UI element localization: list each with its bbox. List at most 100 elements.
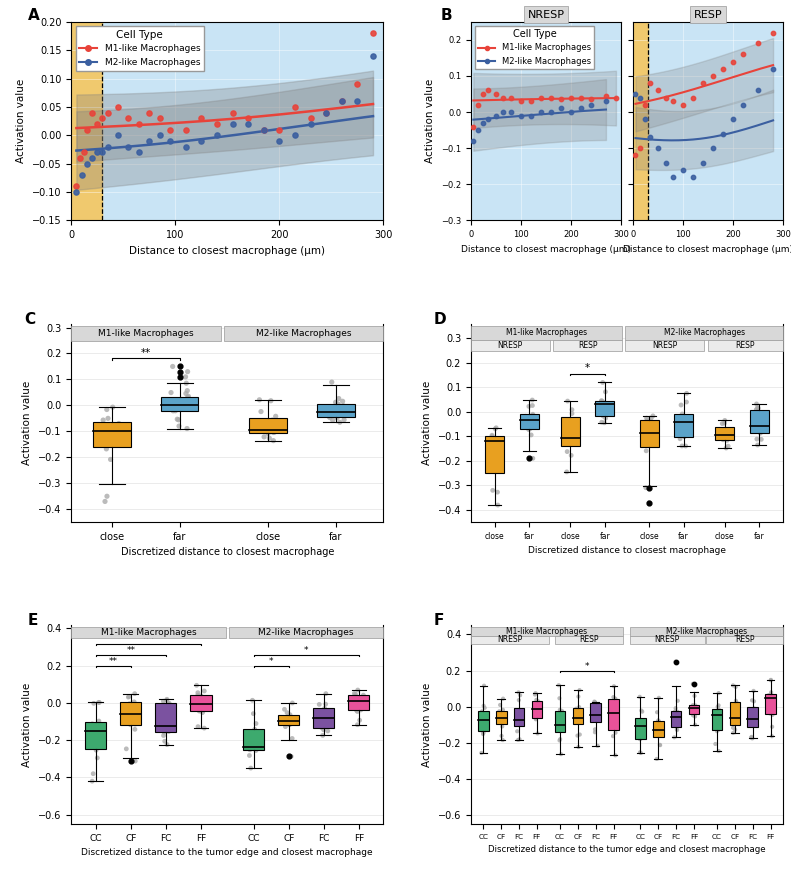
Point <box>153 112 166 126</box>
Y-axis label: Activation value: Activation value <box>22 683 32 766</box>
Point <box>512 716 524 730</box>
Point <box>589 700 601 714</box>
Point <box>641 413 653 427</box>
X-axis label: Discretized distance to closest macrophage: Discretized distance to closest macropha… <box>528 547 726 555</box>
Point <box>159 719 172 733</box>
Point <box>325 406 338 420</box>
Point <box>525 428 538 442</box>
Point <box>354 703 367 717</box>
Point <box>727 718 740 732</box>
Point <box>99 438 112 452</box>
Bar <box>471 637 550 644</box>
Point <box>123 697 136 711</box>
Point <box>318 701 331 715</box>
Point <box>727 112 740 126</box>
Point <box>528 687 541 701</box>
X-axis label: Discretized distance to the tumor edge and closest macrophage: Discretized distance to the tumor edge a… <box>81 848 373 857</box>
Point <box>535 91 547 105</box>
Point <box>687 91 699 105</box>
Point <box>349 694 361 708</box>
Point <box>348 686 361 700</box>
Point <box>523 452 536 466</box>
Point <box>526 414 539 428</box>
Point <box>96 146 108 160</box>
Text: *: * <box>269 657 274 666</box>
Point <box>181 384 194 398</box>
Point <box>320 697 332 711</box>
Point <box>544 106 557 119</box>
Point <box>746 693 759 707</box>
Point <box>336 408 349 422</box>
Point <box>607 679 620 693</box>
Point <box>133 117 146 131</box>
Point <box>669 655 682 669</box>
Point <box>644 426 657 439</box>
Point <box>571 729 584 743</box>
Point <box>487 435 500 449</box>
Point <box>497 711 509 725</box>
Point <box>642 434 655 448</box>
Y-axis label: Activation value: Activation value <box>17 79 26 163</box>
Point <box>650 727 663 741</box>
Point <box>573 727 586 741</box>
Point <box>675 412 687 426</box>
Point <box>267 433 280 447</box>
Point <box>527 452 539 466</box>
Point <box>686 699 698 713</box>
Text: ***: *** <box>142 635 155 644</box>
Point <box>727 721 740 735</box>
Point <box>562 433 575 447</box>
Legend: M1-like Macrophages, M2-like Macrophages: M1-like Macrophages, M2-like Macrophages <box>475 26 594 69</box>
Point <box>246 729 259 743</box>
Point <box>729 714 741 728</box>
Bar <box>191 695 211 711</box>
Point <box>634 717 646 731</box>
Point <box>560 465 573 479</box>
Point <box>284 708 297 722</box>
Text: *: * <box>585 662 589 671</box>
Point <box>100 403 113 417</box>
Point <box>273 123 286 137</box>
Point <box>107 427 119 441</box>
Point <box>765 705 778 719</box>
Text: RESP: RESP <box>577 341 597 350</box>
Point <box>493 705 505 719</box>
Point <box>730 696 743 710</box>
Point <box>751 400 764 414</box>
Point <box>489 422 501 436</box>
Point <box>689 718 702 732</box>
Point <box>488 433 501 446</box>
Point <box>244 739 257 753</box>
Bar <box>750 410 769 433</box>
Point <box>511 725 524 739</box>
Point <box>710 725 723 739</box>
Point <box>566 406 578 420</box>
Point <box>334 415 346 429</box>
Point <box>262 426 274 440</box>
Point <box>729 712 741 726</box>
Point <box>282 714 295 728</box>
Point <box>765 685 778 699</box>
Point <box>514 688 527 702</box>
Point <box>505 91 517 105</box>
Point <box>600 89 612 103</box>
Point <box>634 746 646 760</box>
Point <box>86 774 99 788</box>
Point <box>634 716 646 730</box>
Point <box>752 401 765 415</box>
Bar <box>532 701 542 718</box>
Point <box>112 417 125 431</box>
Point <box>751 433 763 446</box>
Point <box>639 98 652 112</box>
Point <box>282 749 295 763</box>
Point <box>494 714 507 728</box>
Point <box>97 413 109 427</box>
Point <box>321 724 334 738</box>
Point <box>746 707 759 721</box>
Bar <box>608 698 619 730</box>
Point <box>74 151 86 165</box>
Point <box>70 180 83 194</box>
Bar <box>93 422 131 446</box>
Point <box>244 761 257 775</box>
Point <box>75 168 88 182</box>
